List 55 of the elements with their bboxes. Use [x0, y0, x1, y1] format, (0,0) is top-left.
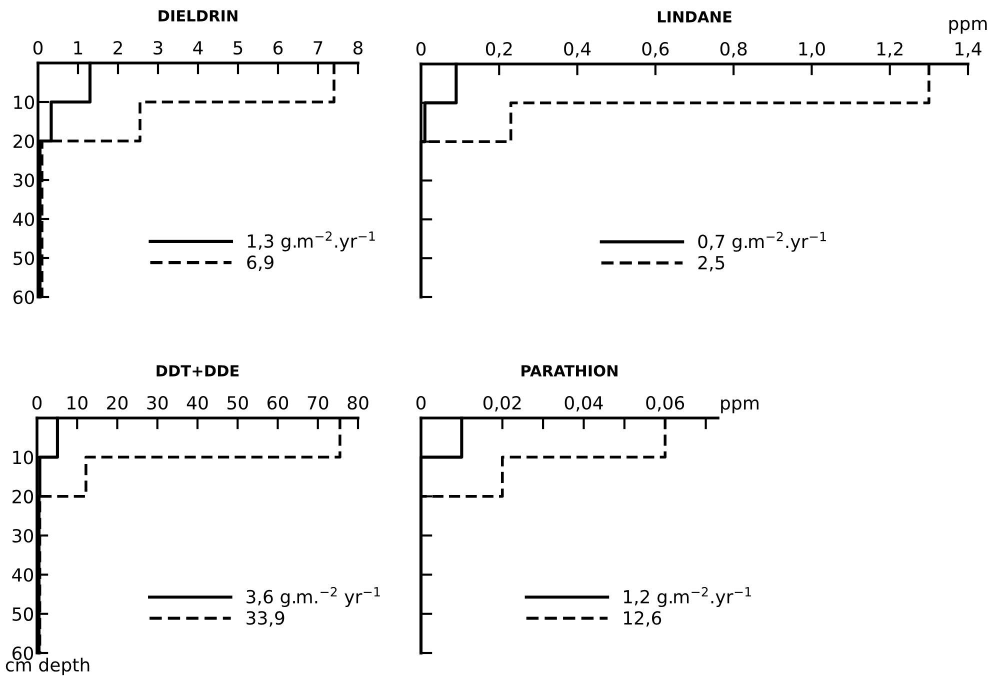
x-tick-label: 0,2 — [486, 42, 512, 58]
x-tick-label: 1,2 — [877, 42, 902, 58]
x-tick-label: 7 — [314, 41, 322, 54]
x-tick-label: 3 — [154, 40, 162, 55]
legend-label: 1,3 g.m$^{−2}$.yr$^{−1}$ — [248, 231, 375, 252]
x-tick-label: 8 — [353, 40, 363, 55]
y-tick-label: 50 — [12, 607, 34, 621]
x-tick-label: 5 — [234, 41, 242, 55]
x-axis-title: ppm — [721, 399, 758, 414]
legend-label: 1,2 g.m$^{−2}$.yr$^{−1}$ — [624, 587, 751, 608]
x-tick-label: 0 — [33, 40, 43, 55]
y-tick-label: 10 — [14, 95, 34, 110]
x-tick-label: 1,0 — [799, 42, 825, 58]
x-tick-label: 0,8 — [720, 42, 747, 58]
x-tick-label: 1 — [74, 41, 82, 54]
x-tick-label: 30 — [147, 396, 168, 410]
legend-label: 2,5 — [698, 256, 724, 272]
x-tick-label: 0,6 — [642, 42, 669, 58]
legend-label: 12,6 — [624, 611, 662, 627]
x-tick-label: 0 — [416, 396, 426, 410]
x-tick-label: 0 — [32, 396, 42, 410]
x-tick-label: 10 — [68, 396, 88, 410]
legend-label: 6,9 — [247, 256, 274, 271]
y-tick-label: 10 — [13, 450, 34, 464]
x-tick-label: 4 — [193, 41, 203, 54]
legend-label: 0,7 g.m$^{−2}$.yr$^{−1}$ — [698, 232, 826, 252]
x-tick-label: 2 — [114, 40, 122, 54]
x-tick-label: 40 — [186, 396, 208, 410]
y-tick-label: 30 — [12, 528, 34, 543]
y-tick-label: 60 — [14, 290, 34, 304]
y-tick-label: 20 — [12, 490, 34, 504]
x-tick-label: 6 — [274, 40, 283, 55]
y-tick-label: 50 — [14, 251, 34, 266]
y-tick-label: 30 — [14, 173, 34, 188]
y-tick-label: 20 — [14, 134, 34, 148]
x-tick-label: 0,02 — [483, 396, 521, 412]
chart-title: DDT+DDE — [156, 365, 239, 376]
x-tick-label: 0,4 — [564, 42, 591, 58]
chart-title: DIELDRIN — [158, 10, 238, 22]
x-axis-title: ppm — [949, 20, 987, 34]
x-tick-label: 60 — [268, 396, 288, 410]
y-tick-label: 40 — [12, 568, 34, 582]
chart-title: LINDANE — [658, 11, 732, 22]
legend-label: 3,6 g.m.$^{−2}$ yr$^{−1}$ — [246, 587, 380, 608]
x-tick-label: 70 — [308, 396, 328, 410]
y-tick-label: 40 — [13, 212, 34, 226]
chart-title: PARATHION — [522, 364, 618, 377]
x-tick-label: 50 — [228, 396, 248, 410]
x-tick-label: 1,4 — [956, 42, 982, 58]
x-tick-label: 80 — [348, 396, 368, 410]
x-tick-label: 0,06 — [646, 396, 684, 412]
x-tick-label: 0,04 — [564, 396, 603, 412]
legend-label: 33,9 — [246, 611, 284, 627]
x-tick-label: 0 — [416, 42, 426, 56]
x-tick-label: 20 — [107, 396, 128, 410]
